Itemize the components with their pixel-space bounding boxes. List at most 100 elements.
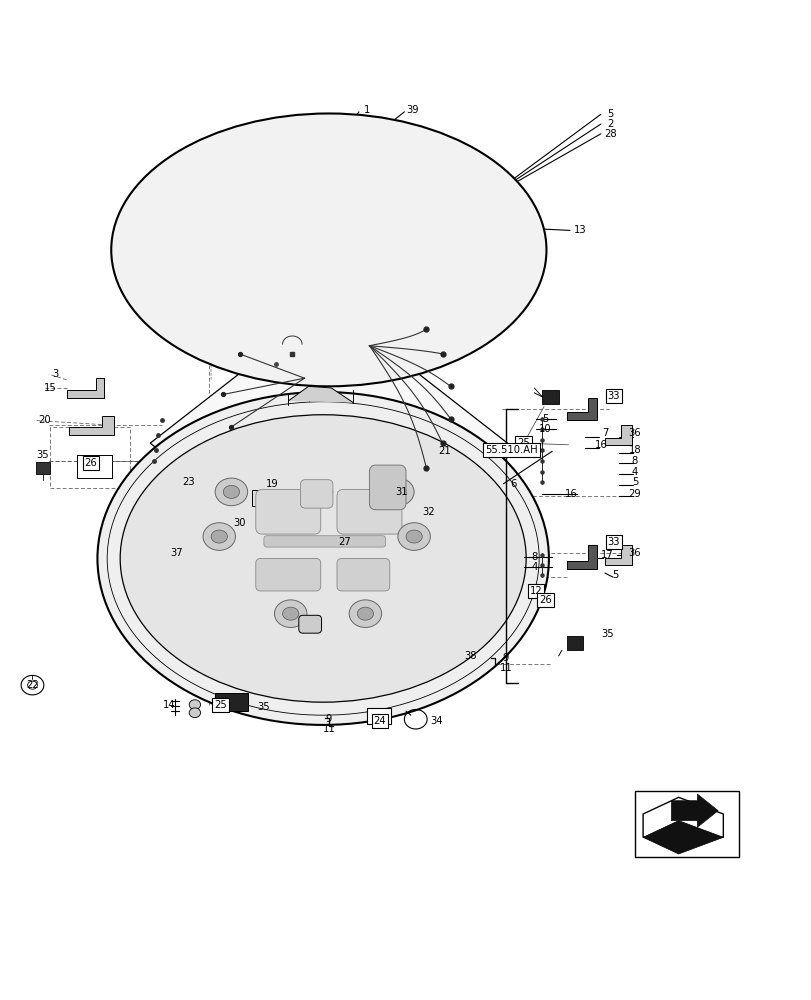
FancyBboxPatch shape — [369, 465, 406, 510]
FancyBboxPatch shape — [300, 480, 333, 508]
Ellipse shape — [189, 708, 200, 718]
FancyBboxPatch shape — [310, 381, 323, 394]
Ellipse shape — [268, 360, 276, 367]
Ellipse shape — [446, 149, 454, 156]
FancyBboxPatch shape — [330, 382, 343, 395]
Text: 18: 18 — [628, 445, 641, 455]
Ellipse shape — [503, 214, 511, 221]
Polygon shape — [604, 425, 631, 445]
Text: 14: 14 — [162, 700, 175, 710]
Text: 17: 17 — [600, 550, 613, 560]
Ellipse shape — [349, 600, 381, 627]
Polygon shape — [642, 821, 723, 854]
Polygon shape — [150, 304, 507, 582]
FancyBboxPatch shape — [337, 489, 401, 534]
Text: 37: 37 — [170, 548, 183, 558]
Text: 10: 10 — [539, 424, 551, 434]
Text: 25: 25 — [214, 700, 227, 710]
Ellipse shape — [370, 476, 389, 492]
Text: 13: 13 — [573, 225, 586, 235]
Text: 36: 36 — [628, 548, 641, 558]
Text: 2: 2 — [607, 119, 613, 129]
Ellipse shape — [406, 530, 422, 543]
Ellipse shape — [120, 415, 526, 702]
Text: 24: 24 — [373, 716, 386, 726]
Ellipse shape — [470, 328, 478, 334]
Ellipse shape — [334, 203, 363, 224]
Ellipse shape — [389, 360, 397, 367]
Text: 5: 5 — [607, 109, 613, 119]
Text: 35: 35 — [36, 450, 49, 460]
Ellipse shape — [466, 325, 483, 338]
Ellipse shape — [158, 276, 174, 289]
Ellipse shape — [499, 276, 515, 289]
Polygon shape — [67, 378, 104, 398]
Text: 55.510.AH: 55.510.AH — [485, 445, 537, 455]
Text: 34: 34 — [430, 716, 443, 726]
Bar — [215, 693, 247, 711]
Text: 35: 35 — [600, 629, 613, 639]
Bar — [542, 390, 558, 404]
Text: 4: 4 — [631, 467, 637, 477]
Text: 8: 8 — [631, 456, 637, 466]
Text: 19: 19 — [265, 479, 278, 489]
Text: 15: 15 — [44, 383, 57, 393]
Ellipse shape — [195, 328, 203, 334]
Text: 9: 9 — [325, 714, 332, 724]
Polygon shape — [671, 794, 717, 827]
Text: 23: 23 — [182, 477, 195, 487]
Ellipse shape — [131, 134, 526, 366]
Ellipse shape — [211, 530, 227, 543]
Ellipse shape — [191, 325, 207, 338]
Polygon shape — [566, 545, 596, 569]
Polygon shape — [136, 266, 142, 276]
Text: 11: 11 — [322, 724, 335, 734]
Ellipse shape — [274, 600, 307, 627]
Polygon shape — [604, 545, 631, 565]
Ellipse shape — [264, 357, 280, 370]
FancyBboxPatch shape — [255, 489, 320, 534]
Ellipse shape — [357, 607, 373, 620]
Text: 11: 11 — [499, 663, 512, 673]
Bar — [367, 708, 391, 724]
Text: 26: 26 — [84, 458, 97, 468]
Ellipse shape — [499, 211, 515, 224]
Bar — [77, 455, 112, 478]
Ellipse shape — [215, 478, 247, 506]
Text: 28: 28 — [603, 129, 616, 139]
Ellipse shape — [361, 122, 377, 135]
Bar — [634, 791, 738, 857]
Text: 31: 31 — [395, 487, 408, 497]
Polygon shape — [642, 797, 723, 837]
Ellipse shape — [365, 125, 373, 131]
Bar — [566, 636, 582, 650]
Text: 1: 1 — [363, 105, 370, 115]
Ellipse shape — [223, 485, 239, 498]
Ellipse shape — [389, 485, 406, 498]
Ellipse shape — [442, 146, 458, 159]
Ellipse shape — [203, 523, 235, 550]
FancyBboxPatch shape — [298, 615, 321, 633]
Text: 33: 33 — [607, 391, 620, 401]
Text: 3: 3 — [52, 369, 58, 379]
Ellipse shape — [381, 478, 414, 506]
Ellipse shape — [342, 208, 355, 218]
Text: 5: 5 — [631, 477, 637, 487]
Ellipse shape — [97, 392, 548, 725]
Text: 36: 36 — [628, 428, 641, 438]
Text: 22: 22 — [26, 680, 39, 690]
Ellipse shape — [243, 141, 251, 148]
Ellipse shape — [154, 198, 162, 204]
Text: 35: 35 — [257, 702, 270, 712]
Text: 20: 20 — [38, 415, 51, 425]
Polygon shape — [251, 490, 276, 506]
Text: 33: 33 — [607, 537, 620, 547]
Polygon shape — [308, 484, 333, 500]
Polygon shape — [566, 398, 596, 420]
Text: 32: 32 — [422, 507, 435, 517]
Text: 6: 6 — [509, 479, 516, 489]
FancyBboxPatch shape — [290, 380, 303, 393]
Ellipse shape — [111, 113, 546, 386]
Text: 9: 9 — [502, 653, 508, 663]
Text: 29: 29 — [628, 489, 641, 499]
